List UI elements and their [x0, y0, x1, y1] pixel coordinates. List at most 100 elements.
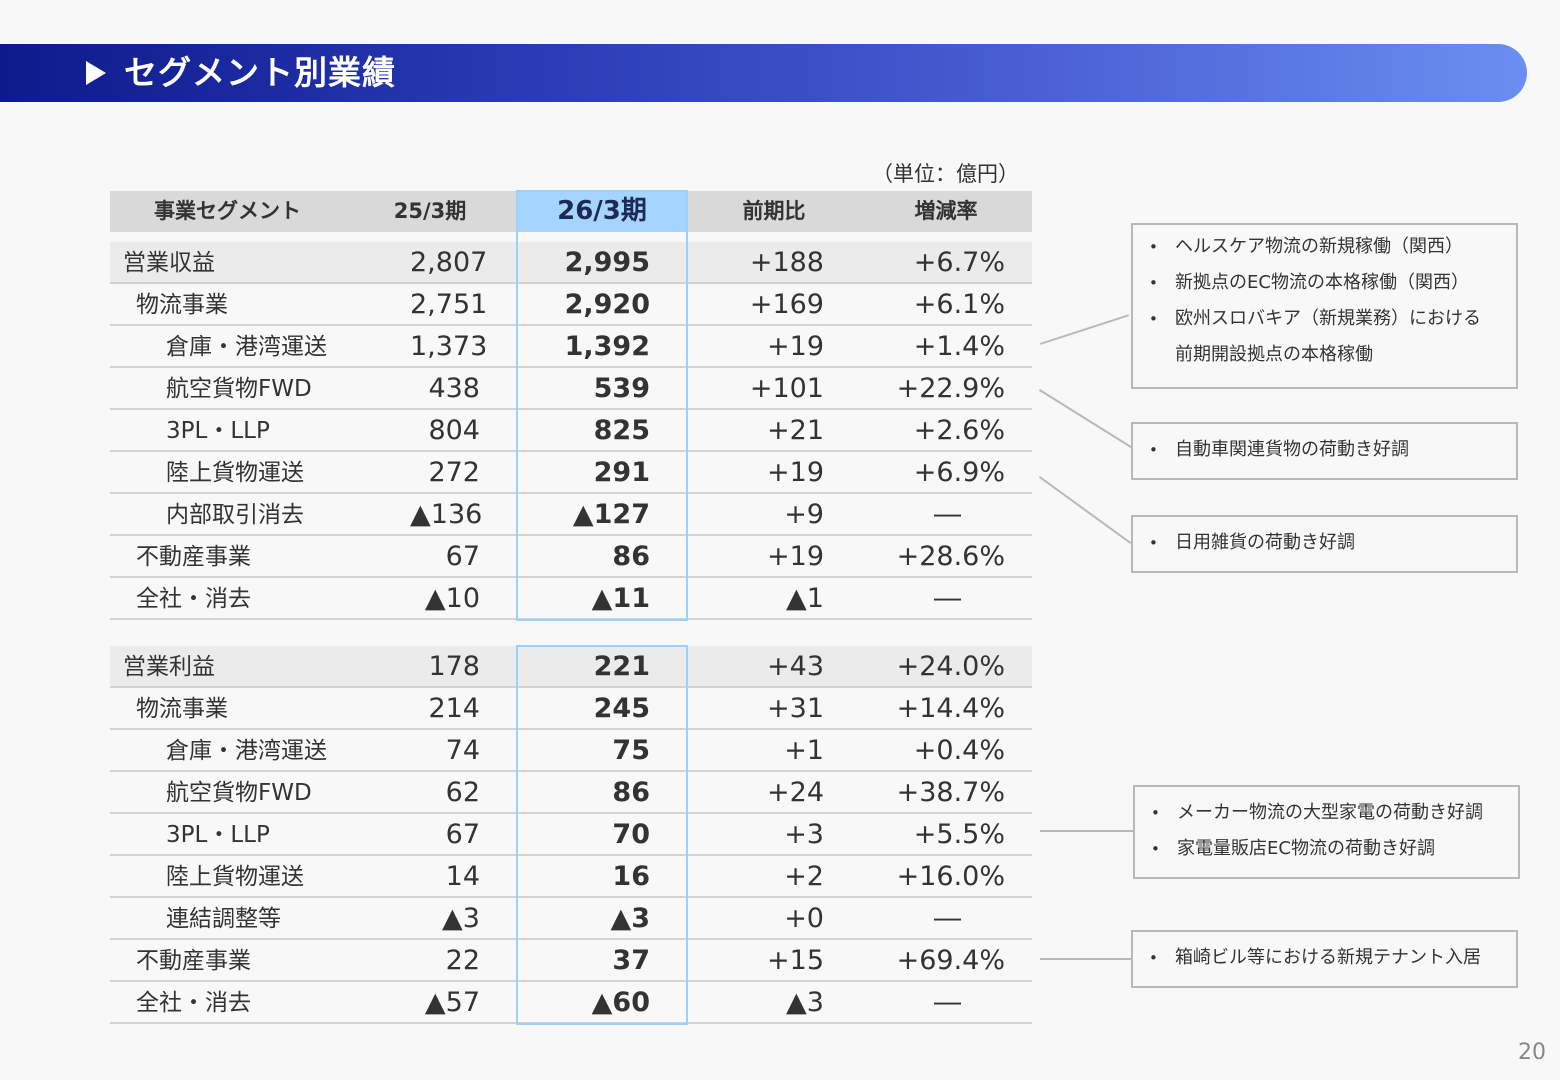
cell-cur: 16 — [612, 861, 650, 892]
row-label: 営業利益 — [123, 654, 215, 680]
cell-prev: 438 — [428, 373, 480, 404]
table-row: 内部取引消去 ▲136 ▲127 +9 ― — [110, 494, 1032, 536]
row-label: 不動産事業 — [136, 948, 251, 974]
cell-prev: 74 — [445, 735, 480, 766]
cell-cur: 70 — [612, 819, 650, 850]
note-item: ヘルスケア物流の新規稼働（関西） — [1149, 229, 1506, 265]
cell-cur: 37 — [612, 945, 650, 976]
cell-cur: 2,995 — [564, 247, 650, 278]
cell-prev: 272 — [428, 457, 480, 488]
header-prev: 25/3期 — [393, 199, 467, 223]
cell-cur: 245 — [593, 693, 650, 724]
cell-cur: ▲60 — [591, 987, 650, 1018]
cell-rate: ― — [934, 987, 961, 1018]
table-row: 3PL・LLP 804 825 +21 +2.6% — [110, 410, 1032, 452]
cell-diff: +31 — [767, 693, 824, 724]
cell-rate: +0.4% — [913, 735, 1005, 766]
cell-prev: 214 — [428, 693, 480, 724]
row-label: 不動産事業 — [136, 544, 251, 570]
note-item: 自動車関連貨物の荷動き好調 — [1149, 432, 1506, 468]
note-tpl-profit: メーカー物流の大型家電の荷動き好調 家電量販店EC物流の荷動き好調 — [1133, 785, 1520, 879]
table-row: 全社・消去 ▲10 ▲11 ▲1 ― — [110, 578, 1032, 620]
row-label: 3PL・LLP — [166, 418, 270, 444]
connector-line — [1040, 958, 1132, 960]
table-row: 3PL・LLP 67 70 +3 +5.5% — [110, 814, 1032, 856]
cell-prev: 67 — [445, 819, 480, 850]
cell-prev: 67 — [445, 541, 480, 572]
note-air: 自動車関連貨物の荷動き好調 — [1131, 422, 1518, 480]
row-label: 物流事業 — [136, 292, 228, 318]
note-item: 前期開設拠点の本格稼働 — [1175, 344, 1373, 365]
cell-diff: +9 — [784, 499, 824, 530]
row-label: 連結調整等 — [166, 906, 281, 932]
cell-cur: ▲11 — [591, 583, 650, 614]
cell-cur: 539 — [593, 373, 650, 404]
cell-cur: 1,392 — [564, 331, 650, 362]
note-item: 箱崎ビル等における新規テナント入居 — [1149, 940, 1506, 976]
cell-diff: +1 — [784, 735, 824, 766]
table-row: 倉庫・港湾運送 74 75 +1 +0.4% — [110, 730, 1032, 772]
table-row: 陸上貨物運送 272 291 +19 +6.9% — [110, 452, 1032, 494]
row-label: 倉庫・港湾運送 — [166, 334, 327, 360]
cell-rate: +69.4% — [896, 945, 1005, 976]
cell-diff: +19 — [767, 457, 824, 488]
cell-rate: +2.6% — [913, 415, 1005, 446]
table-header: 事業セグメント 25/3期 26/3期 前期比 増減率 — [110, 191, 1032, 232]
cell-rate: +14.4% — [896, 693, 1005, 724]
cell-prev: ▲57 — [424, 987, 480, 1018]
cell-rate: +38.7% — [896, 777, 1005, 808]
cell-prev: 22 — [445, 945, 480, 976]
table-row: 陸上貨物運送 14 16 +2 +16.0% — [110, 856, 1032, 898]
row-label: 航空貨物FWD — [166, 780, 312, 806]
cell-prev: 14 — [445, 861, 480, 892]
row-label: 3PL・LLP — [166, 822, 270, 848]
cell-diff: +101 — [749, 373, 824, 404]
cell-prev: 62 — [445, 777, 480, 808]
table-row: 不動産事業 22 37 +15 +69.4% — [110, 940, 1032, 982]
cell-cur: 291 — [593, 457, 650, 488]
cell-diff: +19 — [767, 541, 824, 572]
row-label: 陸上貨物運送 — [166, 460, 304, 486]
cell-diff: +19 — [767, 331, 824, 362]
header-rate: 増減率 — [914, 199, 978, 223]
row-label: 内部取引消去 — [166, 502, 304, 528]
cell-diff: +188 — [749, 247, 824, 278]
title-bar: セグメント別業績 — [0, 44, 1527, 102]
header-diff: 前期比 — [742, 199, 806, 223]
note-item: 新拠点のEC物流の本格稼働（関西） — [1149, 265, 1506, 301]
page-number: 20 — [1518, 1040, 1546, 1065]
cell-diff: +3 — [784, 819, 824, 850]
cell-diff: +2 — [784, 861, 824, 892]
note-item: 家電量販店EC物流の荷動き好調 — [1151, 831, 1508, 867]
row-label: 営業収益 — [123, 250, 215, 276]
table-row: 営業収益 2,807 2,995 +188 +6.7% — [110, 242, 1032, 284]
row-label: 全社・消去 — [136, 586, 251, 612]
play-triangle-icon — [86, 61, 106, 85]
row-label: 全社・消去 — [136, 990, 251, 1016]
cell-prev: 2,751 — [410, 289, 488, 320]
cell-diff: +21 — [767, 415, 824, 446]
note-warehouse: ヘルスケア物流の新規稼働（関西） 新拠点のEC物流の本格稼働（関西） 欧州スロバ… — [1131, 223, 1518, 389]
table-row: 倉庫・港湾運送 1,373 1,392 +19 +1.4% — [110, 326, 1032, 368]
cell-rate: +6.1% — [913, 289, 1005, 320]
connector-line — [1038, 389, 1136, 451]
header-cur: 26/3期 — [516, 191, 688, 232]
table-row: 物流事業 2,751 2,920 +169 +6.1% — [110, 284, 1032, 326]
page-title: セグメント別業績 — [124, 53, 396, 92]
cell-rate: +28.6% — [896, 541, 1005, 572]
cell-cur: 75 — [612, 735, 650, 766]
cell-diff: +43 — [767, 651, 824, 682]
cell-cur: ▲127 — [572, 499, 650, 530]
cell-diff: ▲3 — [786, 987, 824, 1018]
cell-prev: ▲10 — [424, 583, 480, 614]
cell-cur: ▲3 — [610, 903, 650, 934]
table-row: 連結調整等 ▲3 ▲3 +0 ― — [110, 898, 1032, 940]
row-label: 航空貨物FWD — [166, 376, 312, 402]
connector-line — [1040, 830, 1133, 832]
table-row: 物流事業 214 245 +31 +14.4% — [110, 688, 1032, 730]
note-item: 欧州スロバキア（新規業務）における — [1149, 301, 1506, 337]
cell-rate: +6.9% — [913, 457, 1005, 488]
cell-rate: ― — [934, 499, 961, 530]
cell-prev: 804 — [428, 415, 480, 446]
header-segment: 事業セグメント — [154, 199, 301, 223]
